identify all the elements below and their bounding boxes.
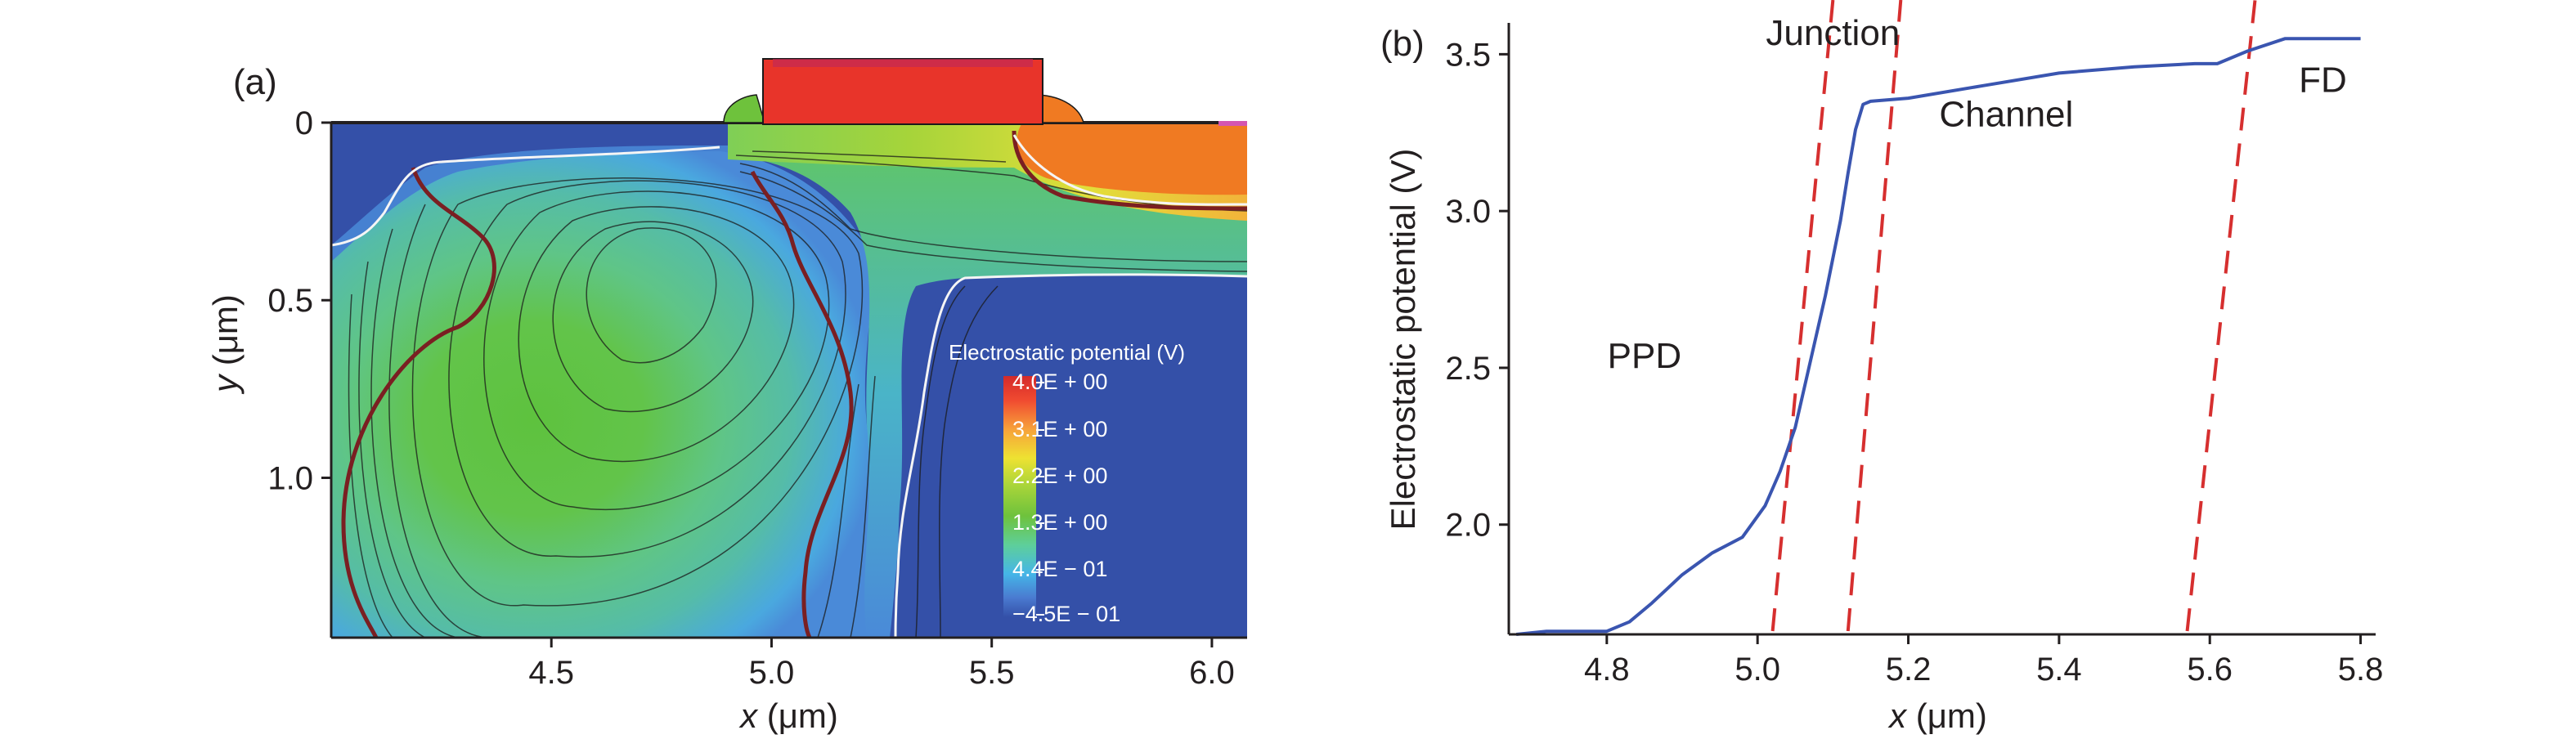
panel-a-x-tick-label: 4.5 [528,655,574,691]
panel-a-x-tick-label: 5.5 [969,655,1015,691]
colorbar-scale [1003,376,1036,617]
junction-contours [341,130,1247,638]
panel-b-y-tick-label: 2.5 [1445,351,1491,387]
panel-b-y-tick-label: 3.0 [1445,194,1491,230]
annotation-ppd: PPD [1608,336,1681,376]
panel-b-y-tick-label: 2.0 [1445,508,1491,544]
panel-b: (b) 4.8 5.0 5.2 5.4 5.6 5.8 2.0 2.5 3.0 3.5 Junct… [1380,0,2383,735]
colorbar: Electrostatic potential (V) 4.0E + 00 3.… [949,340,1185,626]
panel-a-x-tick-label: 6.0 [1189,655,1235,691]
panel-b-axes: 4.8 5.0 5.2 5.4 5.6 5.8 2.0 2.5 3.0 3.5 [1445,23,2383,688]
panel-b-xlabel: x (μm) [1887,696,1987,735]
contour-lines [348,150,1247,638]
potential-map [331,123,1247,638]
panel-b-x-tick-label: 5.8 [2338,652,2384,688]
panel-b-x-tick-label: 5.0 [1735,652,1780,688]
colorbar-label-1: 4.0E + 00 [1012,370,1107,394]
annotation-channel: Channel [1939,95,2073,135]
panel-b-x-tick-label: 5.2 [1886,652,1932,688]
panel-a-axes: 4.5 5.0 5.5 6.0 0 0.5 1.0 [267,105,1247,691]
colorbar-label-4: 1.3E + 00 [1012,510,1107,535]
surface-left-region [331,146,740,262]
panel-b-y-tick-label: 3.5 [1445,37,1491,73]
potential-curve [1515,37,2361,636]
annotation-junction: Junction [1766,13,1900,53]
annotation-fd: FD [2299,60,2347,100]
colorbar-label-6: −4.5E − 01 [1012,602,1120,626]
panel-b-x-tick-label: 5.6 [2187,652,2233,688]
transfer-gate [762,58,1043,125]
colorbar-ticks [1036,382,1044,616]
gate-spacer-left [723,94,766,123]
panel-a-label: (a) [233,62,277,102]
panel-b-x-tick-label: 5.4 [2036,652,2082,688]
panel-a-y-tick-label: 0 [295,105,313,141]
ppd-region [331,151,891,638]
panel-a-y-tick-label: 0.5 [267,283,313,319]
boundary-dashed-line-3 [2185,0,2257,632]
colorbar-title: Electrostatic potential (V) [949,340,1185,365]
panel-a-ylabel: y (μm) [206,294,245,395]
substrate-right [890,275,1247,638]
colorbar-label-5: 4.4E − 01 [1012,557,1107,581]
panel-b-label: (b) [1380,24,1425,64]
depletion-edges [331,134,1247,638]
panel-b-curve-layer [1515,37,2361,636]
transfer-gate-top [773,59,1033,67]
channel-region [728,149,1247,638]
panel-b-x-tick-label: 4.8 [1584,652,1630,688]
colorbar-label-2: 3.1E + 00 [1012,417,1107,441]
panel-b-annotations: Junction Channel FD PPD [1608,13,2347,376]
fd-region [1016,123,1247,195]
panel-b-ylabel: Electrostatic potential (V) [1384,149,1422,531]
panel-a: (a) [206,58,1247,735]
boundary-dashed-line-1 [1770,0,1835,632]
pixel-edge-marker [1218,121,1247,126]
panel-a-y-tick-label: 1.0 [267,460,313,496]
boundary-dashed-line-2 [1846,0,1903,632]
panel-a-xlabel: x (μm) [738,696,838,735]
panel-a-x-tick-label: 5.0 [749,655,795,691]
colorbar-label-3: 2.2E + 00 [1012,464,1107,488]
